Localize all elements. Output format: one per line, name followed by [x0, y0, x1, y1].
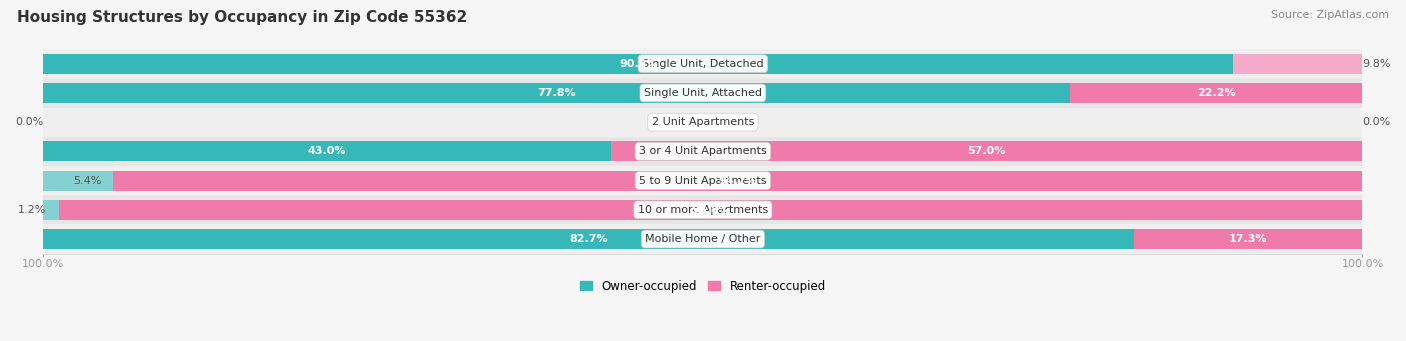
Bar	[44, 107, 1362, 137]
Text: 77.8%: 77.8%	[537, 88, 575, 98]
Bar	[44, 78, 1362, 107]
Text: 98.8%: 98.8%	[692, 205, 730, 215]
Bar	[44, 229, 1135, 249]
Text: 3 or 4 Unit Apartments: 3 or 4 Unit Apartments	[638, 146, 766, 157]
Bar	[59, 200, 1362, 220]
Text: 94.7%: 94.7%	[718, 176, 758, 186]
Text: Single Unit, Attached: Single Unit, Attached	[644, 88, 762, 98]
Bar	[44, 54, 1233, 74]
Text: 5 to 9 Unit Apartments: 5 to 9 Unit Apartments	[640, 176, 766, 186]
Text: 82.7%: 82.7%	[569, 234, 607, 244]
Text: 2 Unit Apartments: 2 Unit Apartments	[652, 117, 754, 127]
Text: 17.3%: 17.3%	[1229, 234, 1268, 244]
Bar	[44, 171, 114, 191]
Bar	[44, 83, 1070, 103]
Legend: Owner-occupied, Renter-occupied: Owner-occupied, Renter-occupied	[579, 280, 825, 293]
Text: Source: ZipAtlas.com: Source: ZipAtlas.com	[1271, 10, 1389, 20]
Text: 0.0%: 0.0%	[15, 117, 44, 127]
Text: 10 or more Apartments: 10 or more Apartments	[638, 205, 768, 215]
Text: 22.2%: 22.2%	[1197, 88, 1236, 98]
Bar	[1135, 229, 1362, 249]
Bar	[44, 224, 1362, 254]
Bar	[610, 142, 1362, 161]
Bar	[1070, 83, 1362, 103]
Text: 43.0%: 43.0%	[308, 146, 346, 157]
Text: 9.8%: 9.8%	[1362, 59, 1391, 69]
Bar	[44, 142, 610, 161]
Bar	[44, 137, 1362, 166]
Text: Mobile Home / Other: Mobile Home / Other	[645, 234, 761, 244]
Text: 0.0%: 0.0%	[1362, 117, 1391, 127]
Bar	[44, 166, 1362, 195]
Bar	[1233, 54, 1362, 74]
Text: 90.2%: 90.2%	[619, 59, 658, 69]
Text: Housing Structures by Occupancy in Zip Code 55362: Housing Structures by Occupancy in Zip C…	[17, 10, 467, 25]
Bar	[44, 195, 1362, 224]
Bar	[112, 171, 1362, 191]
Bar	[44, 49, 1362, 78]
Text: Single Unit, Detached: Single Unit, Detached	[643, 59, 763, 69]
Bar	[44, 200, 59, 220]
Text: 57.0%: 57.0%	[967, 146, 1005, 157]
Text: 1.2%: 1.2%	[17, 205, 46, 215]
Text: 5.4%: 5.4%	[73, 176, 101, 186]
